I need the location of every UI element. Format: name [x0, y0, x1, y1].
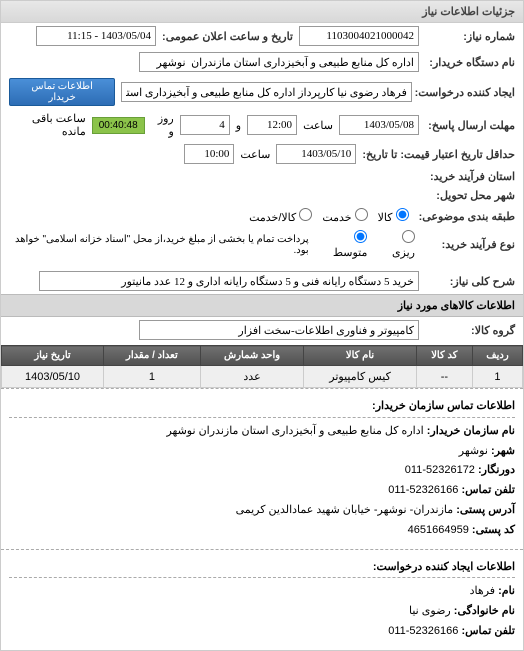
process-state-label: استان فرآیند خرید: [425, 170, 515, 183]
pub-dt-input[interactable] [36, 26, 156, 46]
and-label: و [236, 119, 241, 132]
radio-kalakhadmat[interactable] [299, 208, 312, 221]
col-row: ردیف [472, 346, 522, 366]
buyer-contact-button[interactable]: اطلاعات تماس خریدار [9, 78, 115, 106]
deadline-time-input[interactable] [247, 115, 297, 135]
panel-title: جزئیات اطلاعات نیاز [1, 1, 523, 23]
radio-motavaset-label: متوسط [319, 230, 368, 259]
pay-note: پرداخت تمام یا بخشی از مبلغ خرید،از محل … [9, 234, 309, 256]
need-no-input[interactable] [299, 26, 419, 46]
remaining-time: 00:40:48 [92, 117, 145, 134]
col-qty: تعداد / مقدار [104, 346, 201, 366]
creator-label: ایجاد کننده درخواست: [418, 86, 515, 99]
radio-motavaset[interactable] [354, 230, 367, 243]
buyer-contact-heading: اطلاعات تماس سازمان خریدار: [9, 397, 515, 418]
deadline-date-input[interactable] [339, 115, 419, 135]
creator-contact-heading: اطلاعات ایجاد کننده درخواست: [9, 558, 515, 579]
table-row[interactable]: 1 -- کیس کامپیوتر عدد 1 1403/05/10 [2, 366, 523, 388]
col-name: نام کالا [304, 346, 416, 366]
items-heading: اطلاعات کالاهای مورد نیاز [1, 294, 523, 317]
radio-kalakhadmat-label: کالا/خدمت [249, 208, 312, 224]
subject-cat-label: طبقه بندی موضوعی: [419, 210, 515, 223]
desc-title-label: شرح کلی نیاز: [425, 275, 515, 288]
remaining-label: ساعت باقی مانده [9, 112, 86, 138]
col-date: تاریخ نیاز [2, 346, 104, 366]
days-label: روز و [151, 112, 174, 138]
group-input[interactable] [139, 320, 419, 340]
time-label-2: ساعت [240, 148, 270, 161]
pay-type-label: نوع فرآیند خرید: [425, 238, 515, 251]
city-label: شهر محل تحویل: [425, 189, 515, 202]
desc-title-input[interactable] [39, 271, 419, 291]
creator-contact-block: اطلاعات ایجاد کننده درخواست: نام: فرهاد … [1, 549, 523, 650]
radio-khadmat-label: خدمت [322, 208, 367, 224]
radio-kala-label: کالا [378, 208, 409, 224]
buyer-org-input[interactable] [139, 52, 419, 72]
time-label-1: ساعت [303, 119, 333, 132]
buyer-contact-block: اطلاعات تماس سازمان خریدار: نام سازمان خ… [1, 388, 523, 549]
pub-dt-label: تاریخ و ساعت اعلان عمومی: [162, 30, 293, 43]
group-label: گروه کالا: [425, 324, 515, 337]
radio-khadmat[interactable] [355, 208, 368, 221]
col-unit: واحد شمارش [200, 346, 304, 366]
need-details-panel: جزئیات اطلاعات نیاز شماره نیاز: تاریخ و … [0, 0, 524, 651]
validity-label: حداقل تاریخ اعتبار قیمت: تا تاریخ: [362, 148, 515, 161]
validity-time-input[interactable] [184, 144, 234, 164]
deadline-label: مهلت ارسال پاسخ: [425, 119, 515, 132]
creator-input[interactable] [121, 82, 412, 102]
radio-kala[interactable] [396, 208, 409, 221]
buyer-org-label: نام دستگاه خریدار: [425, 56, 515, 69]
need-no-label: شماره نیاز: [425, 30, 515, 43]
items-table: ردیف کد کالا نام کالا واحد شمارش تعداد /… [1, 345, 523, 388]
radio-rizi[interactable] [402, 230, 415, 243]
validity-date-input[interactable] [276, 144, 356, 164]
radio-rizi-label: ریزی [377, 230, 415, 259]
days-input[interactable] [180, 115, 230, 135]
col-code: کد کالا [416, 346, 472, 366]
